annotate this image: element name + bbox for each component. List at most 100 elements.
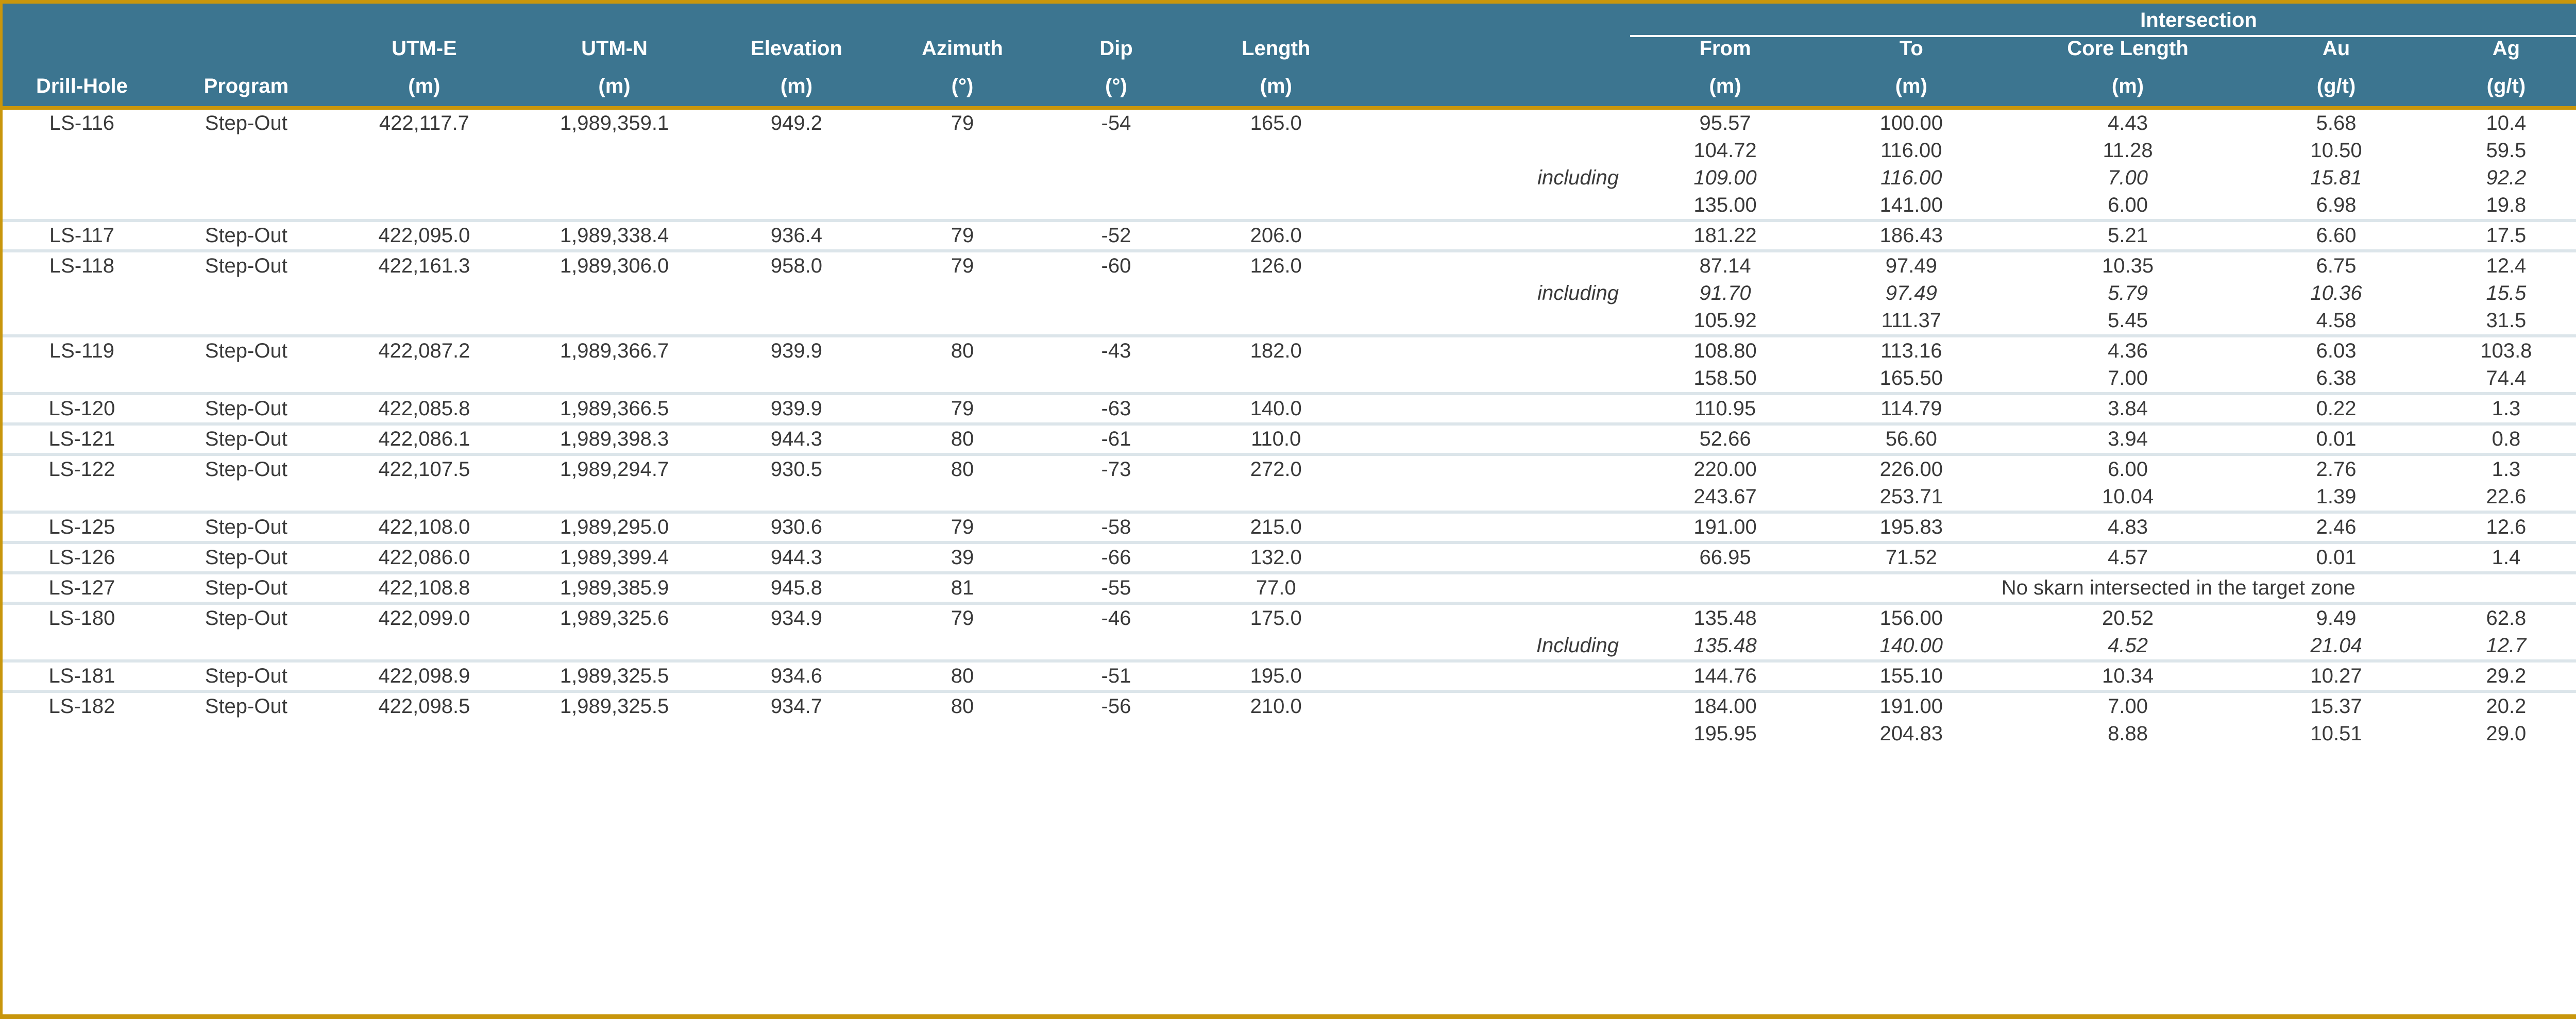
cell-au: 9.49 [2253,601,2419,632]
cell-elevation: 934.7 [711,689,882,720]
table-row[interactable]: LS-127 Step-Out 422,108.8 1,989,385.9 945.8 8… [3,571,2576,603]
col-header-to[interactable]: To (m) [1820,36,2003,110]
table-row[interactable]: LS-126 Step-Out 422,086.0 1,989,399.4 944.3 3… [3,540,2576,573]
cell-utm-e: 422,108.0 [331,510,518,542]
col-header-from[interactable]: From (m) [1630,36,1821,110]
cell-dip [1043,365,1189,394]
cell-utm-n: 1,989,325.5 [517,659,712,691]
cell-length [1189,365,1363,394]
cell-to: 140.00 [1879,634,1943,657]
col-header-drill-hole[interactable]: Drill-Hole [3,36,161,110]
col-header-length[interactable]: Length (m) [1189,36,1363,110]
cell-ag: 62.8 [2419,601,2576,632]
col-header-elevation[interactable]: Elevation (m) [711,36,882,110]
cell-utm-e [331,632,517,661]
cell-length: 132.0 [1189,540,1363,573]
cell-utm-e: 422,107.5 [331,452,518,483]
table-header-group-row: Intersection [3,0,2576,37]
cell-elevation: 958.0 [711,249,882,280]
cell-azimuth [882,307,1043,336]
cell-program [161,720,331,748]
cell-dip: -60 [1043,249,1189,280]
table-row[interactable]: LS-121 Step-Out 422,086.1 1,989,398.3 944.3 8… [3,422,2576,454]
cell-length: 206.0 [1189,218,1363,251]
table-row[interactable]: LS-125 Step-Out 422,108.0 1,989,295.0 930.6 7… [3,510,2576,542]
cell-drill-hole: LS-121 [3,422,161,454]
cell-utm-n: 1,989,325.5 [517,689,712,720]
cell-from: 144.76 [1630,659,1821,691]
cell-length: 195.0 [1189,659,1363,691]
cell-azimuth [882,720,1043,748]
cell-utm-e: 422,098.9 [331,659,518,691]
cell-drill-hole [3,720,161,748]
cell-core-length: 4.43 [2108,111,2148,134]
table-row[interactable]: LS-118 Step-Out 422,161.3 1,989,306.0 958.0 7… [3,249,2576,280]
table-row[interactable]: LS-117 Step-Out 422,095.0 1,989,338.4 936.4 7… [3,218,2576,251]
col-header-dip[interactable]: Dip (°) [1043,36,1189,110]
table-row[interactable]: LS-122 Step-Out 422,107.5 1,989,294.7 930.5 8… [3,452,2576,483]
cell-ag: 15.5 [2486,281,2527,304]
col-header-program[interactable]: Program [161,36,331,110]
cell-azimuth [882,164,1043,192]
cell-ag: 1.3 [2419,392,2576,424]
col-header-core-length[interactable]: Core Length (m) [2002,36,2253,110]
table-row[interactable]: LS-181 Step-Out 422,098.9 1,989,325.5 934.6 8… [3,659,2576,691]
cell-core-length: 10.35 [2002,249,2253,280]
cell-to: 56.60 [1820,422,2003,454]
cell-to: 141.00 [1879,193,1943,216]
table-row[interactable]: LS-180 Step-Out 422,099.0 1,989,325.6 934.9 7… [3,601,2576,632]
cell-to: 111.37 [1881,309,1942,332]
table-row[interactable]: including109.00116.007.0015.8192.20.79Sk… [3,164,2576,192]
cell-utm-e [331,137,517,164]
cell-au: 6.03 [2253,334,2419,365]
cell-from: 220.00 [1630,452,1821,483]
cell-dip: -43 [1043,334,1189,365]
cell-core-length: 5.79 [2108,281,2148,304]
cell-program [161,307,331,336]
cell-length [1189,280,1363,307]
table-row[interactable]: LS-182 Step-Out 422,098.5 1,989,325.5 934.7 8… [3,689,2576,720]
col-header-ag[interactable]: Ag (g/t) [2419,36,2576,110]
table-row[interactable]: LS-119 Step-Out 422,087.2 1,989,366.7 939.9 8… [3,334,2576,365]
cell-utm-e: 422,117.7 [379,111,469,134]
cell-azimuth: 80 [881,689,1044,720]
cell-au: 6.60 [2253,218,2419,251]
cell-utm-n: 1,989,399.4 [517,540,712,573]
col-header-azimuth[interactable]: Azimuth (°) [881,36,1044,110]
cell-utm-e: 422,098.5 [331,689,518,720]
cell-dip [1043,137,1189,164]
cell-utm-n: 1,989,366.5 [517,392,712,424]
cell-including-label [1363,689,1630,720]
cell-from: 135.48 [1630,601,1821,632]
col-header-au[interactable]: Au (g/t) [2253,36,2419,110]
col-header-utm-n[interactable]: UTM-N (m) [517,36,712,110]
table-row[interactable]: Including135.48140.004.5221.0412.70.21Sk… [3,632,2576,661]
col-header-utm-e[interactable]: UTM-E (m) [331,36,518,110]
cell-ag: 103.8 [2419,334,2576,365]
cell-to: 204.83 [1879,722,1943,745]
table-row[interactable]: including91.7097.495.7910.3615.51.03Skar… [3,280,2576,307]
cell-utm-e [331,307,517,336]
cell-length: 175.0 [1189,601,1363,632]
cell-program: Step-Out [161,218,331,251]
cell-including-label [1363,452,1630,483]
cell-length: 272.0 [1189,452,1363,483]
cell-drill-hole [3,280,161,307]
cell-including-label [1363,510,1630,542]
cell-utm-e: 422,086.0 [331,540,518,573]
cell-core-length: 10.04 [2102,485,2154,508]
cell-program: Step-Out [161,601,331,632]
cell-elevation: 930.5 [711,452,882,483]
cell-drill-hole [3,164,161,192]
cell-au: 15.37 [2253,689,2419,720]
cell-elevation: 944.3 [711,422,882,454]
table-row[interactable]: LS-120 Step-Out 422,085.8 1,989,366.5 939.9 7… [3,392,2576,424]
cell-azimuth [882,137,1043,164]
table-row[interactable]: LS-116 Step-Out 422,117.7 1,989,359.1 949.2 7… [3,108,2576,137]
